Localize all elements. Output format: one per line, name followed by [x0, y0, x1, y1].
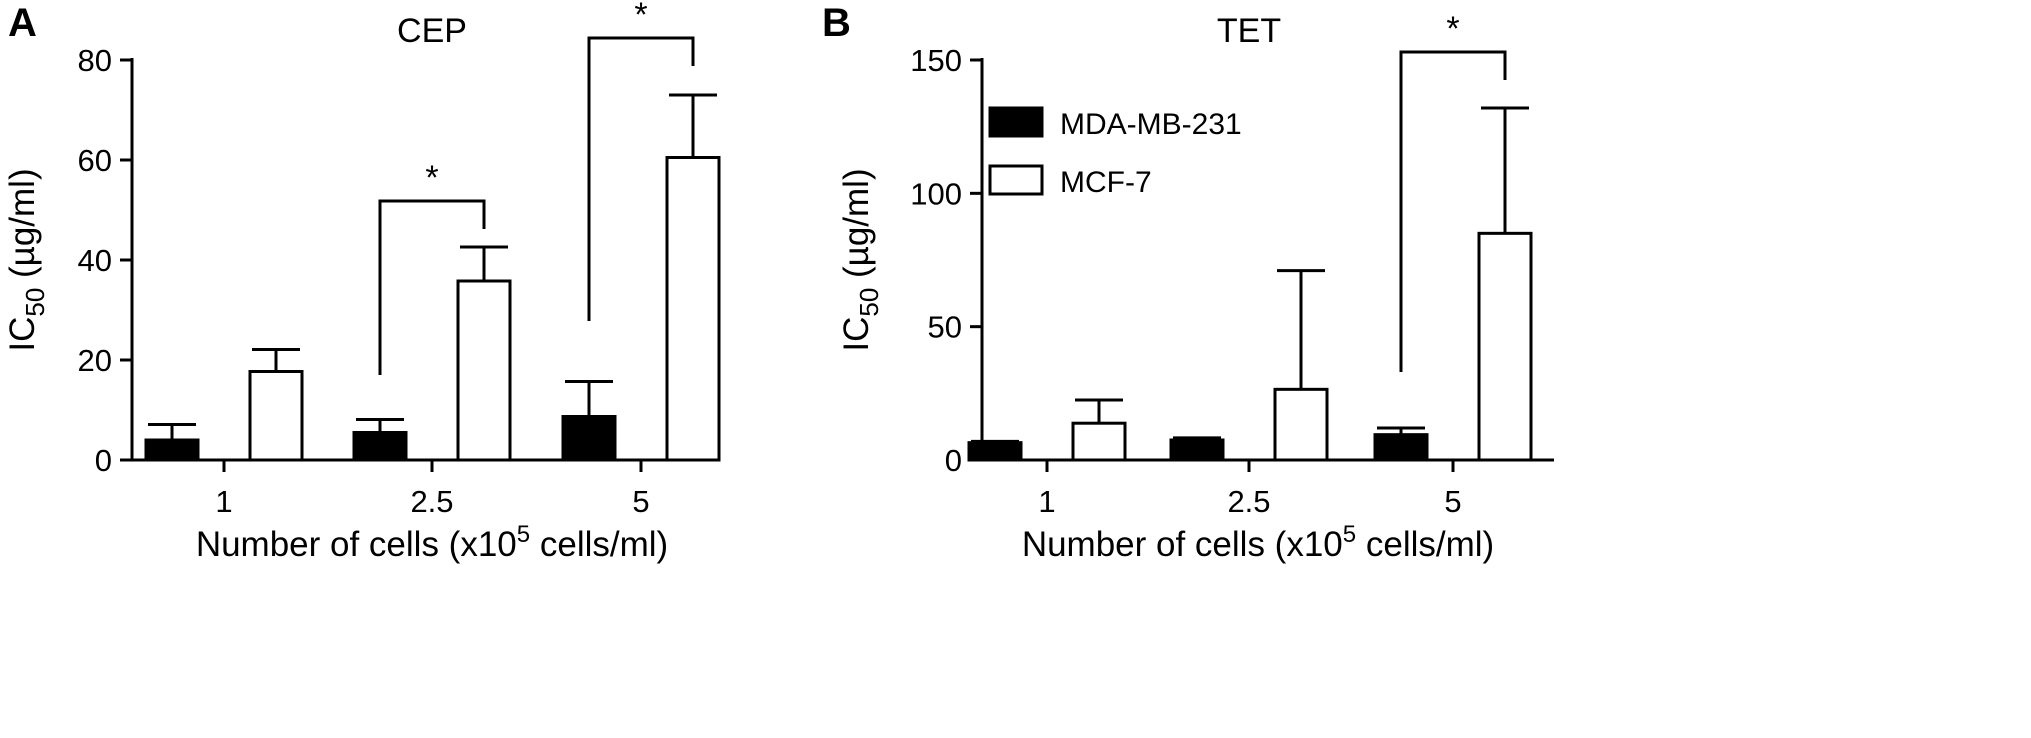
significance-star: * — [425, 159, 438, 197]
significance-star: * — [634, 0, 647, 34]
legend-label: MCF-7 — [1060, 166, 1152, 199]
y-tick-label: 150 — [910, 43, 962, 78]
y-axis-label: IC50 (µg/ml) — [3, 168, 50, 351]
chart-title: TET — [1217, 12, 1281, 50]
legend-swatch-mda-mb-231 — [988, 106, 1044, 138]
y-tick-label: 20 — [78, 343, 112, 378]
legend-label: MDA-MB-231 — [1060, 108, 1242, 141]
x-axis-label: Number of cells (x105 cells/ml) — [196, 521, 668, 564]
bar-mcf-7-1 — [1071, 421, 1127, 462]
x-tick-label: 2.5 — [1227, 484, 1270, 519]
y-tick-label: 0 — [95, 443, 112, 478]
x-tick-label: 5 — [632, 484, 649, 519]
x-axis-label: Number of cells (x105 cells/ml) — [1022, 521, 1494, 564]
bar-mcf-7-2-5 — [1273, 387, 1329, 462]
x-tick-label: 1 — [215, 484, 232, 519]
y-tick-label: 60 — [78, 143, 112, 178]
bar-mda-mb-231-1 — [144, 438, 200, 462]
y-tick-label: 100 — [910, 176, 962, 211]
bar-mcf-7-5 — [665, 156, 721, 462]
legend: MDA-MB-231 MCF-7 — [988, 106, 1242, 199]
y-tick-label: 0 — [945, 443, 962, 478]
bar-mda-mb-231-1 — [967, 441, 1023, 462]
y-tick-label: 50 — [928, 310, 962, 345]
legend-swatch-mcf-7 — [988, 164, 1044, 196]
panel-letter: B — [822, 1, 851, 45]
chart-panel-a: A CEP 0 20 40 60 80 1 2.5 5 * * IC50 (µg/ml) Number o… — [3, 0, 721, 564]
significance-bracket — [1399, 50, 1507, 372]
chart-panel-b: B TET 0 50 100 150 1 2.5 5 * IC50 (µg/ml) Number of… — [822, 1, 1554, 564]
x-tick-label: 5 — [1444, 484, 1461, 519]
panel-letter: A — [8, 1, 37, 45]
bar-mda-mb-231-2-5 — [1169, 438, 1225, 462]
chart-title: CEP — [397, 12, 467, 50]
bar-mcf-7-2-5 — [456, 279, 512, 462]
bar-mda-mb-231-2-5 — [352, 431, 408, 462]
y-axis-label: IC50 (µg/ml) — [837, 168, 884, 351]
significance-bracket — [378, 199, 486, 375]
y-tick-label: 40 — [78, 243, 112, 278]
y-tick-label: 80 — [78, 43, 112, 78]
x-tick-label: 2.5 — [410, 484, 453, 519]
bar-mda-mb-231-5 — [561, 415, 617, 462]
significance-star: * — [1446, 10, 1459, 48]
significance-bracket — [587, 36, 695, 321]
bar-mcf-7-1 — [248, 370, 304, 462]
bar-mda-mb-231-5 — [1373, 433, 1429, 462]
bar-mcf-7-5 — [1477, 231, 1533, 462]
x-tick-label: 1 — [1038, 484, 1055, 519]
